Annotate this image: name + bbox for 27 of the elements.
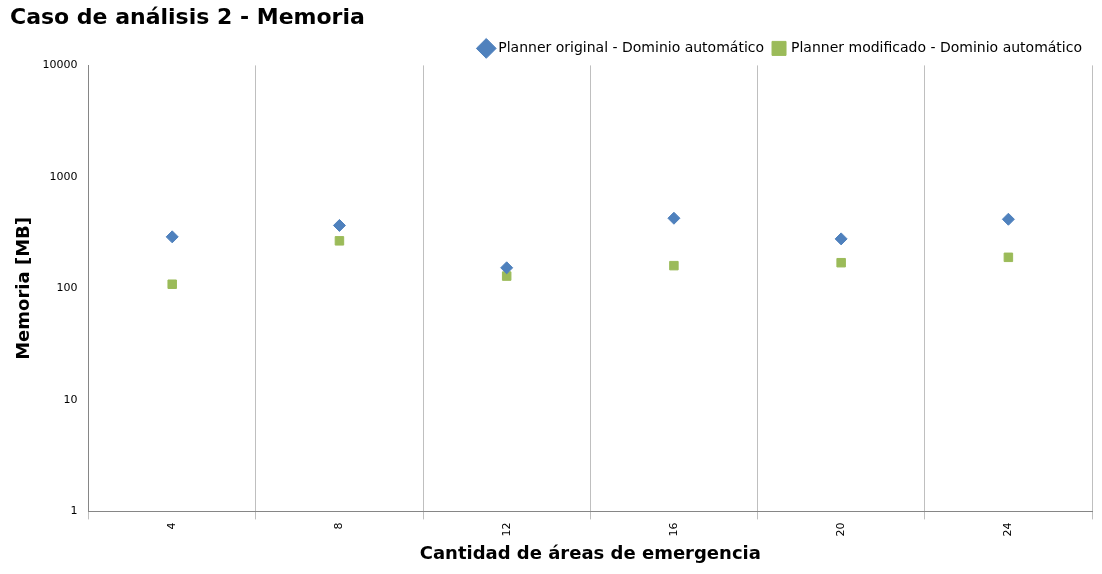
x-tick-label: 8 (332, 522, 346, 530)
point (500, 261, 514, 275)
point (669, 260, 679, 271)
point (1003, 252, 1014, 263)
x-axis-title: Cantidad de áreas de emergencia (419, 541, 761, 563)
point (167, 279, 177, 289)
x-tick-label: 20 (834, 522, 848, 537)
y-tick-label: 1 (70, 504, 78, 518)
y-tick-label: 10000 (42, 58, 78, 72)
chart-title: Caso de análisis 2 - Memoria (10, 3, 365, 29)
x-tick-label: 24 (1001, 522, 1015, 537)
point (1001, 212, 1015, 226)
y-tick-label: 10 (63, 392, 78, 406)
point (334, 236, 345, 246)
y-axis-title: Memoria [MB] (12, 217, 34, 360)
x-tick-label: 4 (165, 522, 179, 530)
point (165, 230, 179, 244)
point (834, 232, 848, 246)
point (667, 211, 681, 225)
point (836, 257, 846, 268)
legend-label: Planner original - Dominio automático (498, 39, 765, 56)
point (332, 218, 346, 232)
x-tick-label: 12 (499, 522, 513, 537)
y-tick-label: 100 (56, 281, 78, 295)
legend-label: Planner modificado - Dominio automático (791, 39, 1083, 56)
x-tick-label: 16 (666, 522, 680, 537)
y-tick-label: 1000 (49, 169, 78, 183)
